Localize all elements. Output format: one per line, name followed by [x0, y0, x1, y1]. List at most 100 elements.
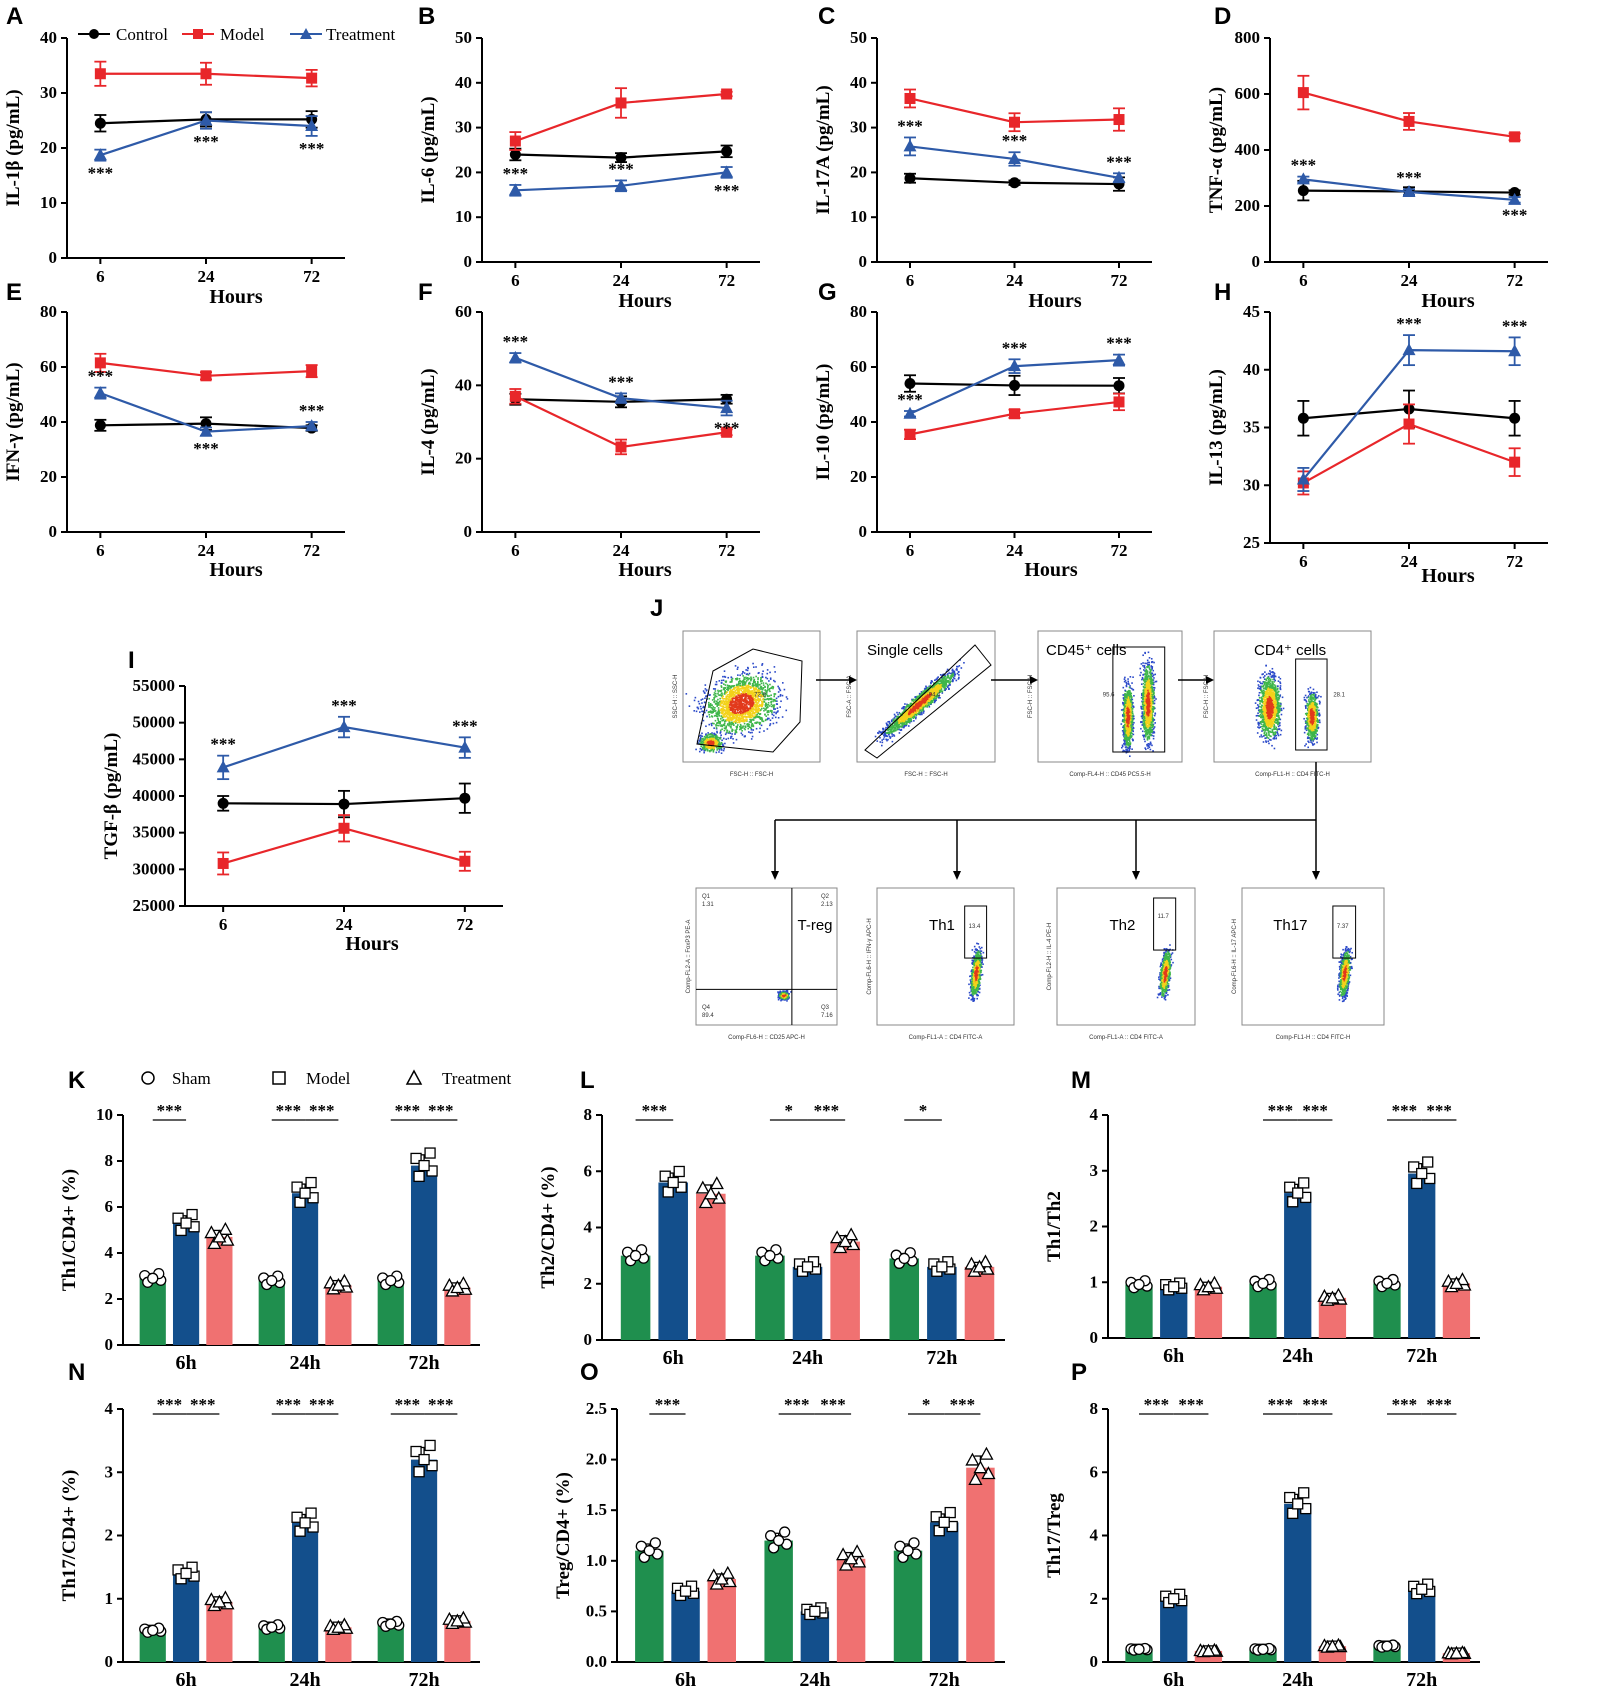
- data-point-control: [1009, 177, 1020, 189]
- data-point-treatment: [508, 183, 522, 196]
- replicate-point-model: [1284, 1491, 1296, 1504]
- data-point-model: [306, 365, 318, 377]
- replicate-point-sham: [1257, 1643, 1269, 1655]
- replicate-point-model: [936, 1261, 948, 1273]
- replicate-point-treatment: [844, 1227, 859, 1241]
- data-point-treatment: [337, 720, 351, 733]
- replicate-point-model: [1298, 1487, 1310, 1499]
- y-tick-label: 20: [455, 162, 472, 181]
- flow-events: [685, 662, 789, 745]
- bar-treatment: [325, 1285, 352, 1345]
- significance-mark: ***: [1302, 1395, 1328, 1414]
- significance-mark: ***: [897, 116, 923, 135]
- y-axis-title: TNF-α (pg/mL): [1206, 87, 1227, 213]
- data-point-model: [338, 822, 350, 834]
- chart-panel-M: M Th1/Th2 0 1 2 3 4 6h 24h 72h *** *** *** ***: [1044, 1067, 1480, 1367]
- replicate-point-model: [809, 1605, 821, 1618]
- replicate-point-treatment: [218, 1590, 233, 1604]
- data-point-control: [1509, 412, 1521, 424]
- data-point-treatment: [1008, 359, 1021, 372]
- flow-x-axis-label: Comp-FL6-H :: CD25 APC-H: [728, 1035, 805, 1041]
- replicate-point-sham: [779, 1526, 791, 1538]
- flow-y-axis-label: Comp-FL2-A :: FoxP3 PE-A: [686, 920, 692, 994]
- x-axis-title: Hours: [1421, 290, 1475, 312]
- bar-model: [291, 1193, 319, 1345]
- y-tick-label: 20: [850, 162, 867, 181]
- x-tick-label: 24: [1006, 271, 1024, 290]
- significance-mark: ***: [452, 716, 478, 735]
- y-tick-label: 40000: [133, 786, 176, 805]
- data-point-model: [904, 92, 916, 104]
- y-axis-title: IL-10 (pg/mL): [813, 364, 834, 481]
- y-tick-label: 25: [1243, 533, 1260, 552]
- bar-model: [172, 1573, 200, 1662]
- x-tick-label: 6: [511, 541, 520, 560]
- bar-model: [291, 1522, 319, 1662]
- y-tick-label: 0.5: [586, 1601, 607, 1620]
- data-point-treatment: [508, 350, 522, 363]
- y-tick-label: 10: [455, 207, 472, 226]
- data-point-model: [1403, 418, 1415, 430]
- chart-panel-I: I TGF-β (pg/mL) 25000 30000 35000 40000 45000 5…: [101, 647, 503, 955]
- significance-mark: ***: [1106, 334, 1132, 353]
- chart-panel-P: P Th17/Treg 0 2 4 6 8 6h 24h 72h *** *** *** *** *** **…: [1044, 1359, 1480, 1691]
- x-tick-label: 6: [96, 267, 105, 286]
- significance-mark: ***: [395, 1395, 421, 1414]
- x-axis-title: Hours: [209, 559, 263, 581]
- significance-mark: ***: [814, 1101, 840, 1120]
- replicate-point-model: [1422, 1156, 1434, 1168]
- replicate-point-model: [291, 1181, 303, 1193]
- quadrant-q4: Q4: [702, 1005, 711, 1011]
- quadrant-q3-value: 7.16: [821, 1013, 833, 1019]
- y-tick-label: 0: [1090, 1328, 1099, 1347]
- y-tick-label: 80: [850, 302, 867, 321]
- arrow-head: [1312, 871, 1320, 880]
- data-point-treatment: [199, 424, 213, 437]
- replicate-point-treatment: [849, 1544, 865, 1558]
- replicate-point-sham: [1257, 1277, 1269, 1290]
- significance-mark: ***: [1302, 1101, 1328, 1120]
- gate-rectangle: [1332, 905, 1357, 959]
- x-tick-label: 24: [1401, 552, 1419, 571]
- bar-model: [792, 1266, 823, 1340]
- significance-mark: ***: [395, 1101, 421, 1120]
- flow-events: [1156, 944, 1174, 1001]
- data-point-control: [459, 792, 471, 804]
- x-tick-label: 72: [718, 541, 735, 560]
- legend-sham-label: Sham: [172, 1069, 211, 1088]
- data-point-control: [904, 172, 916, 184]
- data-point-model: [615, 97, 627, 109]
- data-point-control: [509, 148, 521, 160]
- bar-treatment: [707, 1579, 736, 1662]
- x-tick-label: 6: [219, 915, 228, 934]
- x-tick-label: 6h: [176, 1352, 197, 1374]
- quadrant-q1-value: 1.31: [702, 902, 714, 908]
- replicate-point-sham: [147, 1624, 159, 1637]
- replicate-point-sham: [385, 1274, 397, 1287]
- panel-label-F: F: [418, 279, 433, 306]
- data-point-model: [200, 68, 212, 80]
- x-tick-label: 72: [303, 541, 320, 560]
- panel-label-G: G: [818, 279, 837, 306]
- x-tick-label: 6h: [1163, 1669, 1184, 1691]
- subset-label: Th1: [929, 917, 955, 934]
- bar-model: [1160, 1598, 1188, 1662]
- replicate-point-sham: [1381, 1640, 1393, 1652]
- bar-model: [1284, 1193, 1312, 1338]
- replicate-point-model: [305, 1176, 317, 1189]
- y-tick-label: 2: [105, 1289, 114, 1308]
- chart-panel-G: G IL-10 (pg/mL) 0 20 40 60 80 6 24 72 Hours *** *** *…: [813, 279, 1152, 581]
- x-tick-label: 24h: [799, 1669, 830, 1691]
- significance-mark: ***: [503, 164, 529, 183]
- replicate-point-treatment: [838, 1557, 854, 1571]
- x-axis-title: Hours: [1024, 559, 1078, 581]
- gate-percentage: 94.4: [929, 693, 941, 699]
- data-point-control: [721, 145, 733, 157]
- y-tick-label: 20: [850, 467, 867, 486]
- y-tick-label: 50: [850, 28, 867, 47]
- replicate-point-sham: [764, 1249, 776, 1262]
- arrow-head: [1132, 871, 1140, 880]
- flow-x-axis-label: Comp-FL1-A :: CD4 FITC-A: [1089, 1035, 1163, 1041]
- y-tick-label: 30: [850, 118, 867, 137]
- y-tick-label: 0: [1252, 252, 1261, 271]
